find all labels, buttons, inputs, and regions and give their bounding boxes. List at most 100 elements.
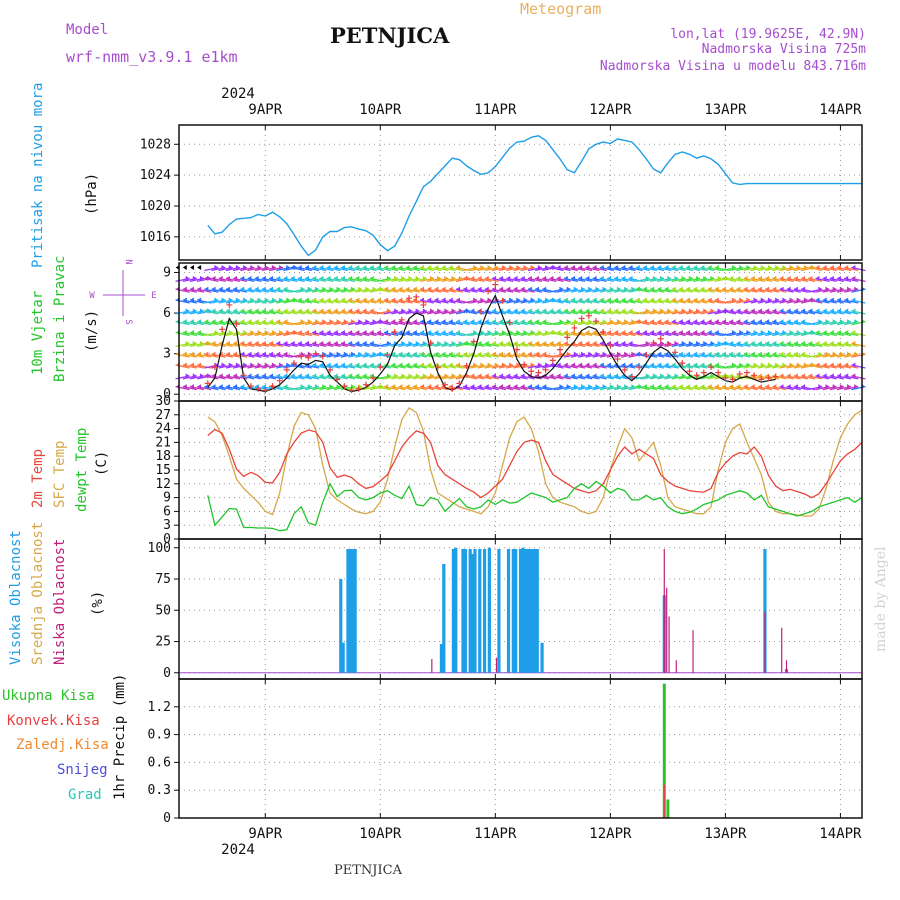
wind-arrow-head	[686, 362, 691, 368]
wind-arrow-head	[559, 384, 564, 390]
wind-arrow-head	[642, 384, 647, 390]
wind-arrow-head	[549, 308, 554, 314]
temperature-tick-label: 0	[163, 532, 171, 547]
wind-arrow-head	[707, 286, 712, 292]
wind-arrow-head	[516, 330, 521, 335]
wind-gust-marker	[528, 368, 535, 375]
wind-arrow-head	[329, 384, 334, 390]
wind-arrow-head	[185, 308, 190, 314]
wind-arrow-head	[837, 340, 842, 346]
wind-arrow-head	[218, 384, 223, 390]
wind-arrow-head	[343, 351, 348, 357]
wind-arrow-head	[398, 330, 403, 335]
cloud-high-bar	[521, 547, 525, 673]
wind-arrow-head	[731, 362, 736, 368]
wind-arrow-head	[376, 330, 381, 335]
wind-arrow-head	[721, 286, 726, 292]
wind-arrow-head	[458, 340, 463, 346]
wind-gust-marker	[664, 341, 671, 348]
wind-arrow-head	[257, 330, 262, 335]
wind-panel: 0 3 6 9	[163, 262, 866, 402]
wind-arrow-head	[808, 297, 813, 303]
wind-arrow-head	[678, 286, 683, 292]
wind-gust-marker	[513, 346, 520, 353]
legend-hail: Grad	[68, 787, 102, 803]
wind-arrow-head	[837, 330, 842, 335]
wind-compass: W E N S	[89, 259, 156, 324]
wind-arrow-head	[326, 297, 331, 303]
wind-arrow-head	[739, 297, 744, 303]
precip-total-bar	[666, 799, 670, 818]
wind-arrow-head	[779, 373, 784, 379]
wind-arrow-head	[664, 265, 669, 270]
wind-arrow-head	[520, 384, 525, 390]
wind-arrow-head	[494, 265, 499, 270]
wind-arrow-head	[214, 297, 219, 303]
wind-arrow-head	[851, 362, 856, 368]
wind-arrow-head	[542, 351, 547, 357]
legend-snow: Snijeg	[57, 762, 108, 778]
wind-arrow-head	[750, 384, 755, 390]
wind-arrow-head	[825, 351, 830, 357]
wind-gust-marker	[542, 366, 549, 373]
wind-arrow-head	[837, 297, 842, 303]
wind-arrow-head	[757, 308, 762, 314]
wind-arrow-head	[305, 265, 310, 270]
wind-gust-marker	[521, 361, 528, 368]
wind-arrow-head	[609, 319, 614, 325]
wind-arrow-head	[261, 351, 266, 357]
wind-arrow-head	[822, 308, 827, 314]
wind-arrow-head	[499, 384, 504, 390]
top-day-label: 13APR	[704, 102, 747, 118]
wind-arrow-head	[731, 297, 736, 303]
wind-gust-marker	[736, 370, 743, 377]
wind-arrow-head	[844, 362, 849, 368]
wind-gust-marker	[463, 362, 470, 369]
wind-arrow-head	[228, 362, 233, 368]
wind-gust-marker	[499, 297, 506, 304]
wind-arrow-head	[535, 319, 540, 325]
wind-arrow-head	[484, 319, 489, 325]
wind-arrow-head	[355, 308, 360, 314]
temperature-tick-label: 21	[155, 435, 171, 450]
wind-gust-marker	[211, 364, 218, 371]
wind-arrow-head	[233, 373, 238, 379]
wind-arrow-head	[305, 373, 310, 379]
wind-arrow-head	[362, 297, 367, 303]
wind-arrow-head	[199, 308, 204, 314]
wind-arrow-head	[686, 319, 691, 325]
wind-arrow-head	[530, 362, 535, 368]
wind-arrow-head	[635, 286, 640, 292]
wind-arrow-head	[412, 330, 417, 335]
wind-arrow-head	[369, 297, 374, 303]
wind-arrow-head	[739, 362, 744, 368]
wind-arrow-head	[793, 340, 798, 346]
pressure-panel: 1016 1020 1024 1028	[140, 124, 863, 261]
wind-arrow-head	[743, 275, 748, 281]
wind-arrow-head	[348, 297, 353, 303]
wind-arrow-head	[305, 330, 310, 335]
wind-gust-marker	[449, 385, 456, 392]
cloud-tick-label: 25	[155, 635, 171, 650]
wind-arrow-head	[782, 265, 787, 270]
wind-arrow-head	[635, 319, 640, 325]
wind-arrow-head	[535, 340, 540, 346]
wind-arrow-head	[609, 286, 614, 292]
cloud-low-bar	[666, 587, 668, 673]
wind-arrow-head	[264, 265, 269, 270]
wind-arrow-head	[269, 351, 274, 357]
cloud-low-bar	[663, 549, 665, 673]
wind-arrow-head	[786, 340, 791, 346]
wind-arrow-head	[681, 275, 686, 281]
temperature-tick-label: 3	[163, 518, 171, 533]
wind-arrow-head	[721, 351, 726, 357]
wind-arrow-head	[290, 373, 295, 379]
wind-arrow-head	[408, 373, 413, 379]
wind-arrow-head	[765, 275, 770, 281]
wind-arrow-head	[844, 308, 849, 314]
wind-arrow-head	[710, 373, 715, 379]
wind-gust-marker	[492, 281, 499, 288]
wind-arrow-head	[588, 384, 593, 390]
top-day-label: 10APR	[359, 102, 402, 118]
wind-arrow-head	[736, 286, 741, 292]
